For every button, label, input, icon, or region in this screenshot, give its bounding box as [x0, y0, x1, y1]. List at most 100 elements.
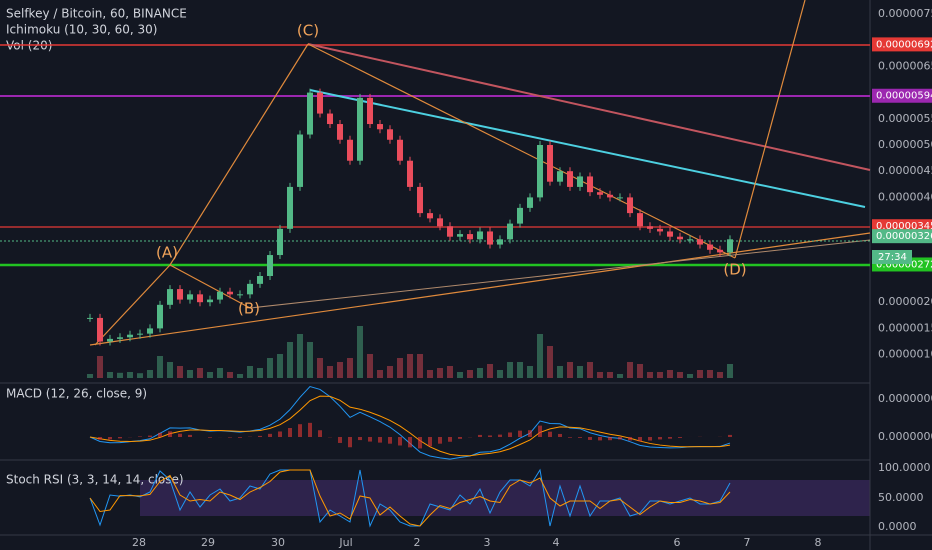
- macd-hist: [298, 424, 302, 437]
- macd-hist: [518, 430, 522, 437]
- volume-bar: [597, 372, 603, 378]
- date-label: 7: [744, 536, 751, 549]
- macd-hist: [108, 437, 112, 440]
- macd-hist: [608, 437, 612, 441]
- macd-hist: [728, 434, 732, 437]
- candle: [517, 207, 523, 224]
- price-axis-label: 0.00000150: [878, 321, 932, 334]
- macd-hist: [358, 437, 362, 441]
- volume-bar: [537, 334, 543, 378]
- volume-bar: [417, 354, 423, 378]
- macd-hist: [338, 437, 342, 443]
- rsi-title: Stoch RSI (3, 3, 14, 14, close): [6, 473, 184, 487]
- volume-bar: [577, 366, 583, 378]
- rsi-axis-label: 100.0000: [878, 461, 931, 474]
- volume-bar: [287, 342, 293, 378]
- candle: [227, 291, 233, 295]
- date-label: 29: [201, 536, 215, 549]
- macd-hist: [578, 437, 582, 438]
- macd-hist: [448, 437, 452, 442]
- price-tag-label: 0.00000272: [876, 259, 932, 270]
- volume-bar: [197, 368, 203, 378]
- volume-bar: [367, 354, 373, 378]
- date-label: 2: [414, 536, 421, 549]
- macd-hist: [598, 437, 602, 441]
- volume-bar: [157, 356, 163, 378]
- macd-axis-label: 0.0000000: [878, 430, 932, 443]
- volume-bar: [717, 372, 723, 378]
- volume-bar: [427, 370, 433, 378]
- candle: [547, 145, 553, 182]
- volume-bar: [567, 362, 573, 378]
- macd-hist: [308, 422, 312, 437]
- macd-hist: [188, 434, 192, 437]
- candle: [377, 124, 383, 130]
- macd-hist: [148, 435, 152, 437]
- volume-bar: [97, 356, 103, 378]
- macd-hist: [418, 437, 422, 449]
- macd-hist: [178, 433, 182, 437]
- volume-bar: [397, 358, 403, 378]
- volume-bar: [347, 358, 353, 378]
- candle: [687, 239, 693, 241]
- volume-bar: [377, 370, 383, 378]
- macd-hist: [408, 437, 412, 448]
- volume-bar: [227, 372, 233, 378]
- candle: [437, 218, 443, 227]
- price-tag: [872, 229, 932, 244]
- volume-bar: [527, 366, 533, 378]
- volume-bar: [127, 372, 133, 378]
- candle: [327, 113, 333, 125]
- candle: [197, 294, 203, 303]
- macd-hist: [138, 436, 142, 437]
- macd-hist: [208, 437, 212, 438]
- candle: [217, 291, 223, 300]
- volume-bar: [267, 358, 273, 378]
- price-tag-label: 0.00000326: [876, 231, 932, 242]
- volume-bar: [647, 372, 653, 378]
- candle: [617, 197, 623, 199]
- macd-hist: [118, 437, 122, 439]
- candle: [127, 334, 133, 338]
- volume-bar: [627, 362, 633, 378]
- candle: [647, 226, 653, 229]
- volume-bar: [317, 358, 323, 378]
- macd-hist: [548, 431, 552, 437]
- volume-bar: [477, 368, 483, 378]
- trend-line: [169, 264, 251, 309]
- candle: [307, 92, 313, 135]
- volume-bar: [507, 362, 513, 378]
- volume-bar: [557, 366, 563, 378]
- volume-bar: [357, 326, 363, 378]
- macd-hist: [498, 434, 502, 437]
- price-tag-label: 0.00000594: [876, 91, 932, 102]
- date-label: 6: [674, 536, 681, 549]
- candle: [157, 304, 163, 329]
- price-axis-label: 0.00000200: [878, 295, 932, 308]
- candle: [97, 317, 103, 342]
- candle: [567, 171, 573, 187]
- candle: [597, 192, 603, 195]
- macd-hist: [458, 437, 462, 439]
- candle: [637, 213, 643, 227]
- candle: [627, 197, 633, 214]
- macd-hist: [368, 437, 372, 442]
- volume-bar: [237, 374, 243, 378]
- candle: [667, 231, 673, 237]
- macd-hist: [378, 437, 382, 443]
- symbol-title: Selfkey / Bitcoin, 60, BINANCE: [6, 7, 187, 21]
- macd-hist: [438, 437, 442, 444]
- date-label: 8: [815, 536, 822, 549]
- volume-bar: [727, 364, 733, 378]
- volume-bar: [257, 368, 263, 378]
- volume-bar: [217, 368, 223, 378]
- candle: [507, 223, 513, 240]
- volume-bar: [467, 370, 473, 378]
- candle: [727, 239, 733, 253]
- macd-hist: [668, 437, 672, 439]
- stoch-k: [89, 468, 731, 528]
- macd-hist: [348, 437, 352, 448]
- volume-bar: [547, 346, 553, 378]
